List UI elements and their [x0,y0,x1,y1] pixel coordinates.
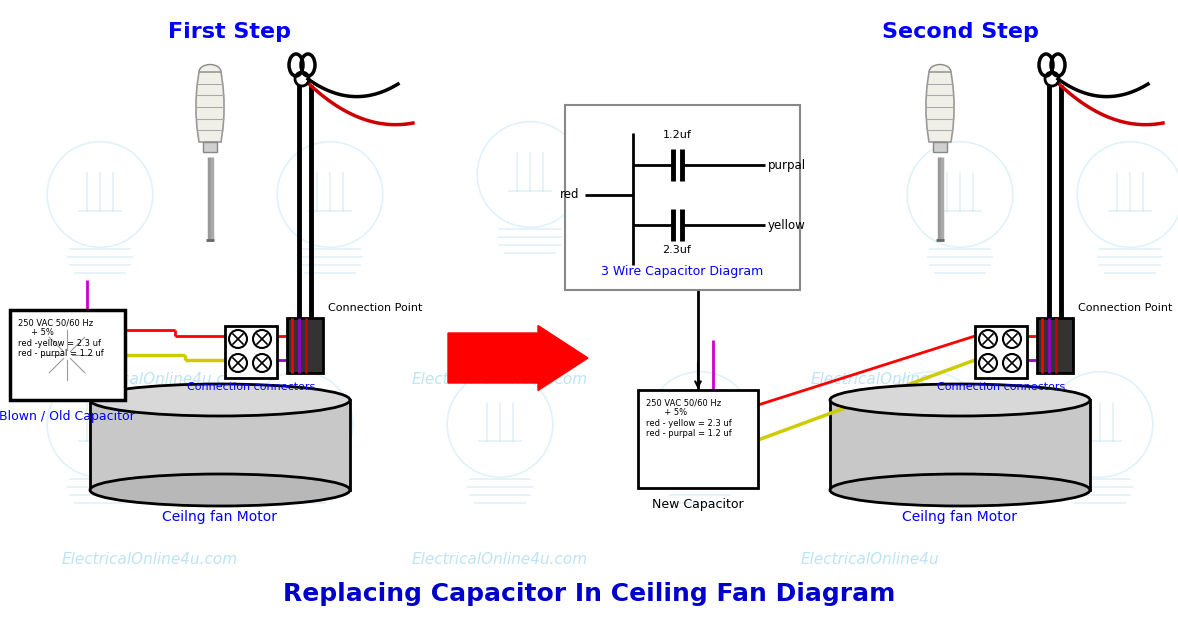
Text: ElectricalOnline: ElectricalOnline [810,373,929,387]
Ellipse shape [199,64,221,80]
Circle shape [229,354,247,372]
Text: 250 VAC 50/60 Hz
       + 5%
red - yellow = 2.3 uf
red - purpal = 1.2 uf: 250 VAC 50/60 Hz + 5% red - yellow = 2.3… [646,398,732,438]
Bar [90,400,350,490]
Text: Blown / Old Capacitor: Blown / Old Capacitor [0,410,134,423]
Bar [565,105,800,290]
Text: Connection connectors: Connection connectors [937,382,1065,392]
Text: Ceilng fan Motor: Ceilng fan Motor [902,510,1018,524]
Text: Connection connectors: Connection connectors [187,382,316,392]
Bar [9,310,125,400]
Text: Connection Point: Connection Point [1078,303,1172,313]
Circle shape [229,330,247,348]
Text: 250 VAC 50/60 Hz
     + 5%
red -yellow = 2.3 uf
red - purpal = 1.2 uf: 250 VAC 50/60 Hz + 5% red -yellow = 2.3 … [18,318,104,358]
Text: 1.2uf: 1.2uf [662,130,691,140]
Text: ElectricalOnline4u.c: ElectricalOnline4u.c [74,373,226,387]
Bar [638,390,757,488]
Text: ElectricalOnline4u.com: ElectricalOnline4u.com [62,552,238,567]
Text: 2.3uf: 2.3uf [662,245,691,255]
Circle shape [1002,330,1021,348]
Ellipse shape [929,64,951,80]
Ellipse shape [830,384,1090,416]
Text: purpal: purpal [768,158,806,172]
Ellipse shape [90,474,350,506]
Circle shape [253,354,271,372]
Bar [830,400,1090,490]
Text: New Capacitor: New Capacitor [653,498,743,511]
Text: Ceilng fan Motor: Ceilng fan Motor [163,510,278,524]
Bar [287,318,323,373]
Text: Replacing Capacitor In Ceiling Fan Diagram: Replacing Capacitor In Ceiling Fan Diagr… [283,582,895,606]
Ellipse shape [90,384,350,416]
Text: Connection Point: Connection Point [327,303,423,313]
Polygon shape [196,72,224,142]
Text: 3 Wire Capacitor Diagram: 3 Wire Capacitor Diagram [601,265,763,278]
Bar [975,326,1027,378]
Text: yellow: yellow [768,219,806,232]
Text: Second Step: Second Step [881,22,1039,42]
Bar [1037,318,1073,373]
Text: ElectricalOnline4u.com: ElectricalOnline4u.com [412,373,588,387]
Circle shape [979,330,997,348]
Text: First Step: First Step [168,22,291,42]
Bar [225,326,277,378]
Polygon shape [926,72,954,142]
Ellipse shape [830,474,1090,506]
Circle shape [979,354,997,372]
FancyArrow shape [448,326,588,391]
Bar [203,142,217,152]
Circle shape [253,330,271,348]
Bar [933,142,947,152]
Text: red: red [560,188,580,201]
Text: ElectricalOnline4u.com: ElectricalOnline4u.com [412,552,588,567]
Text: ElectricalOnline4u: ElectricalOnline4u [801,552,939,567]
Circle shape [1002,354,1021,372]
